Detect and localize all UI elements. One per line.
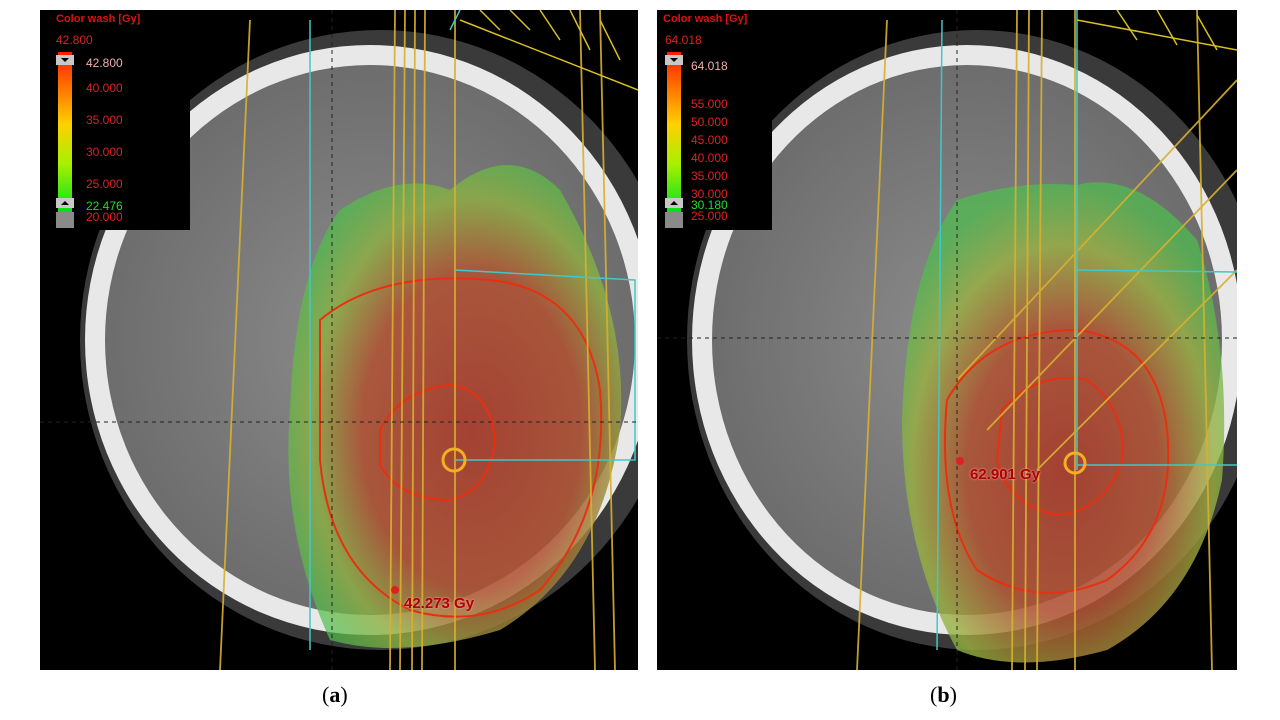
caption-close: ) [340, 682, 348, 707]
legend-tick: 50.000 [691, 115, 728, 129]
ct-dose-image-b [657, 10, 1237, 670]
legend-tick: 40.000 [691, 151, 728, 165]
dose-view-panel-a[interactable]: Color wash [Gy] 42.800 42.800 40.000 35.… [40, 10, 638, 670]
legend-below-min: 20.000 [86, 210, 123, 224]
legend-tick: 30.000 [86, 145, 123, 159]
isocenter-marker [1063, 451, 1087, 475]
legend-tick: 55.000 [691, 97, 728, 111]
legend-tick: 25.000 [86, 177, 123, 191]
legend-min-value: 30.180 [691, 198, 728, 212]
dose-point-marker [391, 586, 399, 594]
caption-a: (a) [322, 682, 348, 708]
isodose-inner [995, 377, 1124, 517]
legend-below-min: 25.000 [691, 209, 728, 223]
isodose-outer [319, 277, 603, 618]
legend-tick: 64.018 [691, 59, 728, 73]
caption-letter: a [329, 682, 341, 707]
isocenter-marker [441, 447, 467, 473]
caption-b: (b) [930, 682, 957, 708]
caption-letter: b [937, 682, 950, 707]
legend-max-value: 42.800 [56, 33, 93, 47]
legend-tick: 30.000 [691, 187, 728, 201]
crosshair [657, 10, 1237, 670]
legend-colorbar [58, 52, 72, 212]
dose-point-label: 42.273 Gy [404, 595, 475, 612]
hatch-marks [459, 10, 638, 91]
legend-tick: 35.000 [691, 169, 728, 183]
caption-close: ) [949, 682, 957, 707]
legend-title: Color wash [Gy] [663, 13, 748, 25]
legend-tick: 45.000 [691, 133, 728, 147]
beam-lines [219, 10, 616, 670]
legend-max-handle[interactable] [56, 55, 74, 65]
isodose-outer [944, 328, 1170, 594]
legend-min-value: 22.476 [86, 199, 123, 213]
legend-grey-swatch [665, 212, 683, 228]
legend-max-handle[interactable] [665, 55, 683, 65]
legend-tick: 42.800 [86, 56, 123, 70]
dose-colorwash [902, 182, 1225, 663]
legend-max-value: 64.018 [665, 33, 702, 47]
legend-colorbar [667, 52, 681, 212]
legend-min-handle[interactable] [665, 198, 683, 208]
ct-dose-image-a [40, 10, 638, 670]
beam-lines [856, 10, 1237, 670]
field-edges [309, 10, 636, 650]
dose-legend-a: Color wash [Gy] 42.800 42.800 40.000 35.… [40, 10, 190, 230]
legend-title: Color wash [Gy] [56, 13, 141, 25]
crosshair [40, 10, 638, 670]
legend-min-handle[interactable] [56, 198, 74, 208]
hatch-marks [1076, 10, 1237, 51]
legend-grey-swatch [56, 212, 74, 228]
dose-legend-b: Color wash [Gy] 64.018 64.018 55.000 50.… [657, 10, 772, 230]
dose-point-marker [956, 457, 964, 465]
legend-tick: 35.000 [86, 113, 123, 127]
caption-open: ( [322, 682, 330, 707]
caption-open: ( [930, 682, 938, 707]
field-edges [936, 10, 1237, 651]
dose-view-panel-b[interactable]: Color wash [Gy] 64.018 64.018 55.000 50.… [657, 10, 1237, 670]
legend-tick: 40.000 [86, 81, 123, 95]
dose-point-label: 62.901 Gy [970, 466, 1041, 483]
